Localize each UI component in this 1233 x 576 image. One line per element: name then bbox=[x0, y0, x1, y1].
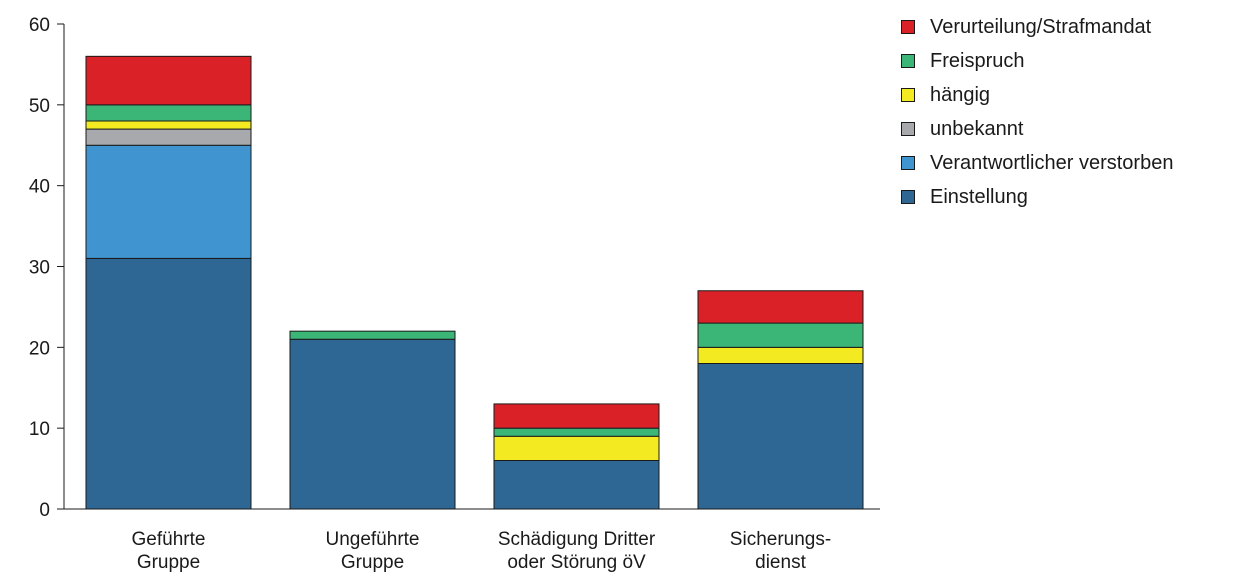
y-tick-label: 20 bbox=[29, 338, 50, 359]
bar-stack bbox=[493, 403, 660, 510]
bar-segment bbox=[85, 144, 252, 259]
x-category-label-line: Geführte bbox=[132, 529, 206, 550]
bar-segment bbox=[697, 322, 864, 348]
bar-segment bbox=[289, 330, 456, 340]
legend-item: unbekannt bbox=[901, 112, 1173, 146]
y-tick-label: 0 bbox=[39, 500, 50, 521]
legend-item: Freispruch bbox=[901, 44, 1173, 78]
x-category-label: Schädigung Dritter oder Störung öV bbox=[498, 529, 656, 573]
x-category-label-line: Sicherungs- bbox=[730, 529, 831, 550]
legend-item: Verurteilung/Strafmandat bbox=[901, 10, 1173, 44]
legend-item: Einstellung bbox=[901, 180, 1173, 214]
legend-swatch bbox=[901, 122, 915, 136]
y-tick-label: 60 bbox=[29, 15, 50, 36]
legend-item: Verantwortlicher verstorben bbox=[901, 146, 1173, 180]
legend-label: Einstellung bbox=[930, 185, 1028, 208]
bar-segment bbox=[697, 290, 864, 324]
legend-swatch bbox=[901, 54, 915, 68]
bar-segment bbox=[85, 257, 252, 510]
x-category-label: Geführte Gruppe bbox=[132, 529, 206, 573]
legend-label: unbekannt bbox=[930, 117, 1024, 140]
legend-swatch bbox=[901, 20, 915, 34]
bar-segment bbox=[85, 55, 252, 106]
legend-item: hängig bbox=[901, 78, 1173, 112]
legend-label: Verurteilung/Strafmandat bbox=[930, 15, 1152, 38]
legend-label: Verantwortlicher verstorben bbox=[930, 151, 1174, 174]
bar-segment bbox=[85, 128, 252, 146]
bar-segment bbox=[85, 120, 252, 130]
legend-swatch bbox=[901, 88, 915, 102]
bar-segment bbox=[85, 104, 252, 122]
bar-segment bbox=[493, 460, 660, 510]
chart-legend: Verurteilung/Strafmandat Freispruch hängig… bbox=[901, 10, 1173, 214]
y-tick-label: 40 bbox=[29, 177, 50, 198]
bar-stack bbox=[697, 290, 864, 510]
x-category-label-line: dienst bbox=[755, 552, 806, 573]
y-tick-label: 10 bbox=[29, 419, 50, 440]
bar-stack bbox=[289, 330, 456, 510]
x-category-label-line: Gruppe bbox=[341, 552, 404, 573]
bar-segment bbox=[493, 435, 660, 461]
x-category-label-line: Gruppe bbox=[137, 552, 200, 573]
legend-swatch bbox=[901, 156, 915, 170]
legend-label: hängig bbox=[930, 83, 991, 106]
bar-segment bbox=[697, 346, 864, 365]
bar-stack bbox=[85, 55, 252, 510]
legend-swatch bbox=[901, 190, 915, 204]
x-category-label-line: Ungeführte bbox=[325, 529, 419, 550]
bar-segment bbox=[289, 338, 456, 510]
x-category-label-line: Schädigung Dritter bbox=[498, 529, 656, 550]
bar-segment bbox=[697, 363, 864, 510]
x-category-label: Sicherungs-dienst bbox=[730, 529, 831, 573]
bar-segment bbox=[493, 403, 660, 429]
y-tick-label: 50 bbox=[29, 96, 50, 117]
bar-segment bbox=[493, 427, 660, 437]
y-tick-label: 30 bbox=[29, 258, 50, 279]
x-category-label-line: oder Störung öV bbox=[507, 552, 646, 573]
legend-label: Freispruch bbox=[930, 49, 1025, 72]
x-category-label: Ungeführte Gruppe bbox=[325, 529, 419, 573]
